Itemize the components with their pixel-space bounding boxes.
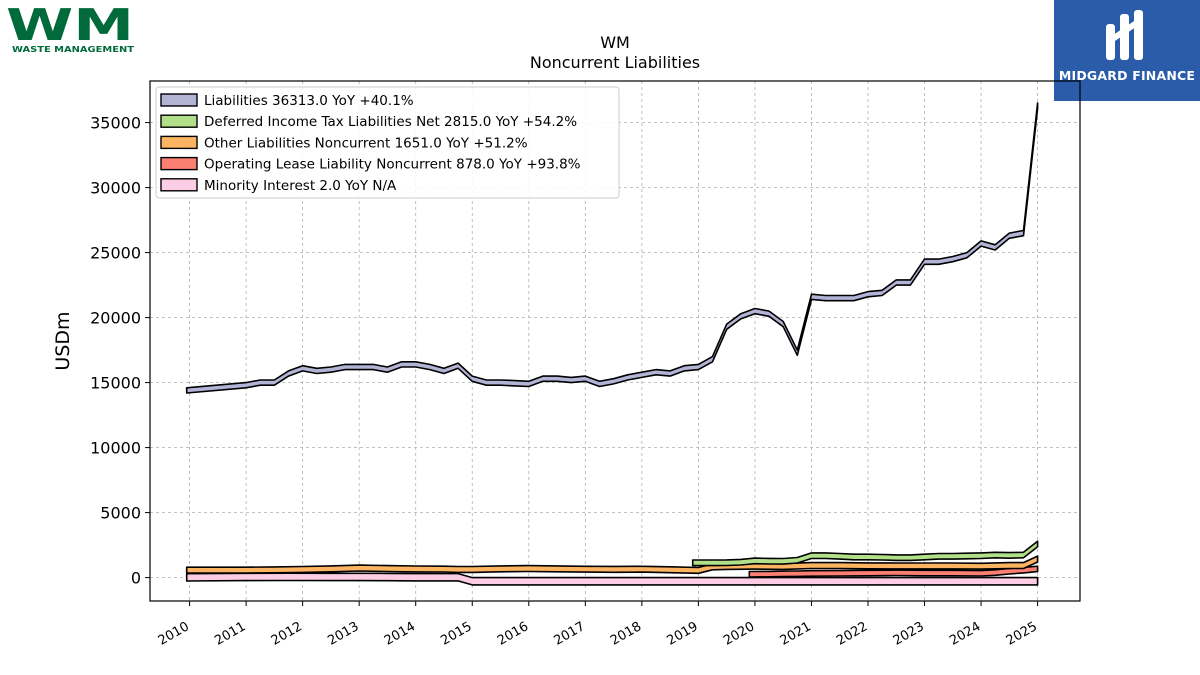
legend-box xyxy=(155,86,620,199)
series-band-other-liabilities-noncurrent xyxy=(185,555,1039,575)
y-tick-label: 10000 xyxy=(90,439,141,458)
x-tick-label: 2018 xyxy=(608,619,644,649)
x-tick-label: 2017 xyxy=(551,619,587,649)
series-band-deferred-income-tax-liabilities-net xyxy=(691,540,1039,567)
x-tick-label: 2011 xyxy=(212,619,248,649)
chart-title: WM xyxy=(600,33,630,52)
x-tick-label: 2024 xyxy=(947,619,983,649)
plot-frame xyxy=(149,80,1081,602)
x-tick-label: 2010 xyxy=(156,619,192,649)
legend-swatch xyxy=(160,114,198,128)
x-axis: 2010 2011 2012 2013 2014 2015 2016 2017 2018 2019… xyxy=(156,601,1040,649)
x-tick-label: 2023 xyxy=(891,619,927,649)
series-band-operating-lease-liability-noncurrent xyxy=(748,565,1039,578)
x-tick-label: 2015 xyxy=(438,619,474,649)
x-tick-label: 2020 xyxy=(721,619,757,649)
y-axis-label: USDm xyxy=(52,311,74,370)
series-band-minority-interest xyxy=(185,572,1039,586)
waste-management-logo: WM WASTE MANAGEMENT xyxy=(6,4,135,54)
x-tick-label: 2021 xyxy=(778,619,814,649)
y-tick-label: 25000 xyxy=(90,244,141,263)
wm-logo-caption: WASTE MANAGEMENT xyxy=(12,45,135,54)
legend-swatch xyxy=(160,178,198,192)
x-tick-label: 2013 xyxy=(325,619,361,649)
legend-swatch xyxy=(160,93,198,107)
y-tick-label: 5000 xyxy=(100,504,141,523)
wm-logo-letters: WM xyxy=(6,4,134,51)
midgard-finance-logo: MIDGARD FINANCE xyxy=(1054,0,1200,101)
legend-label: Operating Lease Liability Noncurrent 878… xyxy=(204,157,581,173)
legend: Liabilities 36313.0 YoY +40.1% Deferred I… xyxy=(155,86,620,199)
midgard-emblem-icon xyxy=(1106,10,1143,60)
y-tick-label: 15000 xyxy=(90,374,141,393)
x-tick-label: 2014 xyxy=(382,619,418,649)
legend-label: Deferred Income Tax Liabilities Net 2815… xyxy=(204,114,577,130)
legend-label: Minority Interest 2.0 YoY N/A xyxy=(204,178,397,194)
y-tick-label: 30000 xyxy=(90,179,141,198)
x-tick-label: 2016 xyxy=(495,619,531,649)
legend-label: Other Liabilities Noncurrent 1651.0 YoY … xyxy=(204,135,528,151)
x-tick-label: 2012 xyxy=(269,619,305,649)
y-axis: 0 5000 10000 15000 20000 25000 30000 35000 xyxy=(90,114,150,588)
chart-subtitle: Noncurrent Liabilities xyxy=(530,53,700,72)
midgard-logo-text: MIDGARD FINANCE xyxy=(1058,68,1196,83)
y-tick-label: 0 xyxy=(131,569,141,588)
legend-swatch xyxy=(160,156,198,171)
series-areas xyxy=(185,102,1039,586)
x-tick-label: 2025 xyxy=(1004,619,1040,649)
x-tick-label: 2019 xyxy=(665,619,701,649)
legend-label: Liabilities 36313.0 YoY +40.1% xyxy=(204,93,414,109)
y-tick-label: 35000 xyxy=(90,114,141,133)
y-tick-label: 20000 xyxy=(90,309,141,328)
legend-swatch xyxy=(160,135,198,150)
x-tick-label: 2022 xyxy=(834,619,870,649)
series-band-liabilities xyxy=(185,102,1039,394)
